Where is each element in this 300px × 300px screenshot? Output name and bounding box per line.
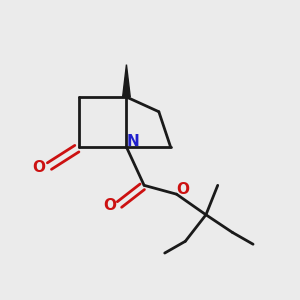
Polygon shape <box>123 64 130 97</box>
Text: O: O <box>176 182 190 197</box>
Text: O: O <box>32 160 45 175</box>
Text: N: N <box>127 134 139 149</box>
Text: O: O <box>103 198 116 213</box>
